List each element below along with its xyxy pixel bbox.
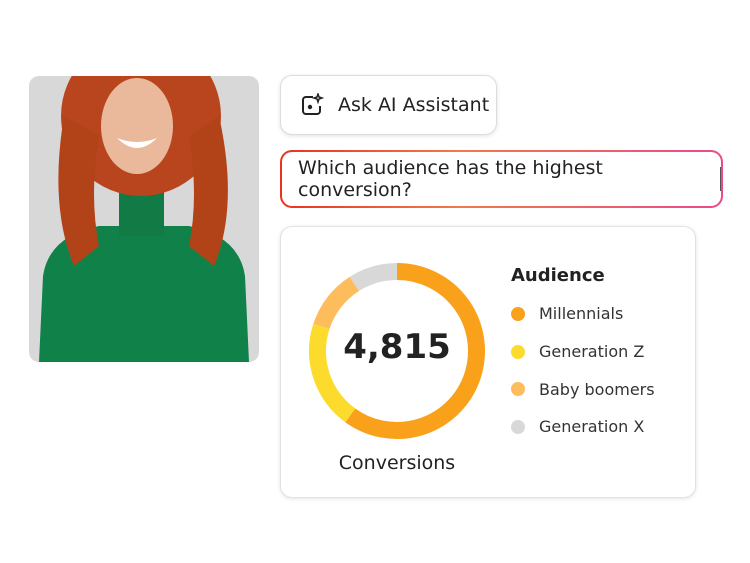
legend-label: Generation Z: [539, 342, 645, 362]
prompt-input-text[interactable]: Which audience has the highest conversio…: [298, 157, 603, 201]
legend-swatch: [511, 419, 525, 434]
donut-segment-millennials: [345, 263, 485, 439]
conversions-card: 4,815 Conversions Audience Millennials Ge…: [280, 226, 696, 498]
prompt-input[interactable]: Which audience has the highest conversio…: [280, 150, 723, 208]
ai-sparkle-icon: [302, 93, 324, 115]
donut-segment-generation-z: [309, 323, 356, 423]
legend-item: Baby boomers: [511, 370, 655, 408]
legend-label: Millennials: [539, 304, 624, 324]
legend-swatch: [511, 306, 525, 321]
donut-segment-generation-x: [349, 263, 398, 292]
legend-item: Generation X: [511, 408, 655, 446]
donut-segment-baby-boomers: [313, 276, 360, 330]
total-conversions-value: 4,815: [343, 327, 451, 367]
ask-ai-assistant-button[interactable]: Ask AI Assistant: [280, 75, 497, 135]
legend-label: Baby boomers: [539, 379, 655, 399]
legend-swatch: [511, 382, 525, 397]
text-caret: [720, 167, 721, 191]
legend-swatch: [511, 344, 525, 359]
ask-ai-assistant-label: Ask AI Assistant: [338, 94, 490, 116]
conversions-caption: Conversions: [338, 452, 456, 474]
donut-chart: [309, 263, 485, 439]
legend-item: Millennials: [511, 295, 655, 333]
person-photo: [29, 76, 259, 362]
legend-label: Generation X: [539, 417, 645, 437]
legend-item: Generation Z: [511, 333, 655, 371]
legend-title: Audience: [511, 265, 605, 286]
legend: Audience Millennials Generation Z Baby boo…: [511, 265, 655, 446]
